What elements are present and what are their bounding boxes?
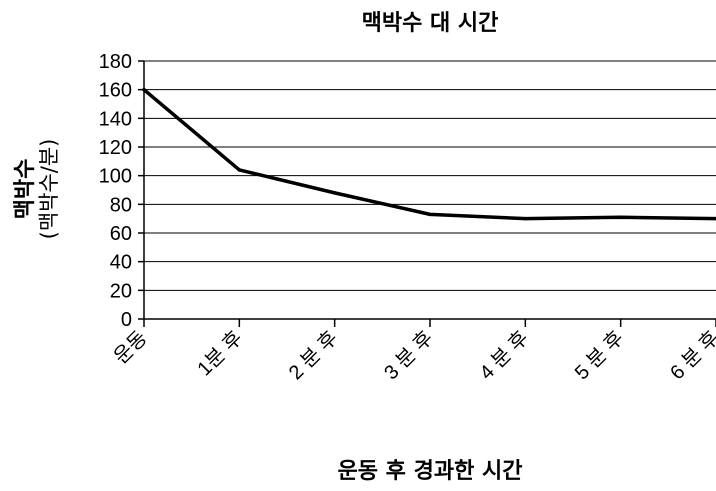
y-tick-label: 160 bbox=[99, 80, 132, 102]
x-axis-label: 운동 후 경과한 시간 bbox=[338, 459, 523, 484]
gridlines bbox=[144, 60, 716, 291]
data-point bbox=[332, 191, 337, 195]
y-axis-label: 맥박수 bbox=[13, 159, 38, 220]
x-axis-ticks: 운동 1분 후 2 분 후 3 분 후 4 분 후 5 분 후 6 분 후 bbox=[110, 319, 716, 384]
data-points bbox=[142, 87, 716, 221]
x-tick-label: 운동 bbox=[110, 327, 152, 369]
y-tick-label: 60 bbox=[110, 223, 132, 245]
data-point bbox=[523, 216, 528, 221]
y-tick-label: 40 bbox=[110, 252, 132, 274]
data-point bbox=[237, 168, 242, 172]
y-axis-label-group: 맥박수 (맥박수/분) bbox=[13, 139, 61, 240]
y-tick-label: 100 bbox=[99, 166, 132, 188]
y-axis-ticks: 0 20 40 60 80 100 120 140 160 180 bbox=[99, 51, 144, 331]
x-tick-label: 5 분 후 bbox=[570, 326, 628, 384]
x-tick-label: 2 분 후 bbox=[284, 326, 342, 384]
data-point bbox=[142, 87, 146, 92]
x-tick-label: 1분 후 bbox=[193, 326, 247, 380]
data-point bbox=[618, 215, 623, 219]
y-tick-label: 120 bbox=[99, 137, 132, 159]
y-tick-label: 80 bbox=[110, 194, 132, 216]
y-tick-label: 0 bbox=[121, 309, 132, 331]
x-tick-label: 4 분 후 bbox=[475, 326, 533, 384]
x-tick-label: 6 분 후 bbox=[666, 326, 716, 384]
y-tick-label: 20 bbox=[110, 280, 132, 302]
data-point bbox=[428, 212, 432, 217]
y-tick-label: 140 bbox=[99, 108, 132, 130]
chart-title: 맥박수 대 시간 bbox=[362, 11, 499, 36]
x-tick-label: 3 분 후 bbox=[380, 326, 438, 384]
y-axis-unit-label: (맥박수/분) bbox=[37, 139, 61, 240]
y-tick-label: 180 bbox=[99, 51, 132, 73]
pulse-rate-series-line bbox=[142, 87, 716, 221]
